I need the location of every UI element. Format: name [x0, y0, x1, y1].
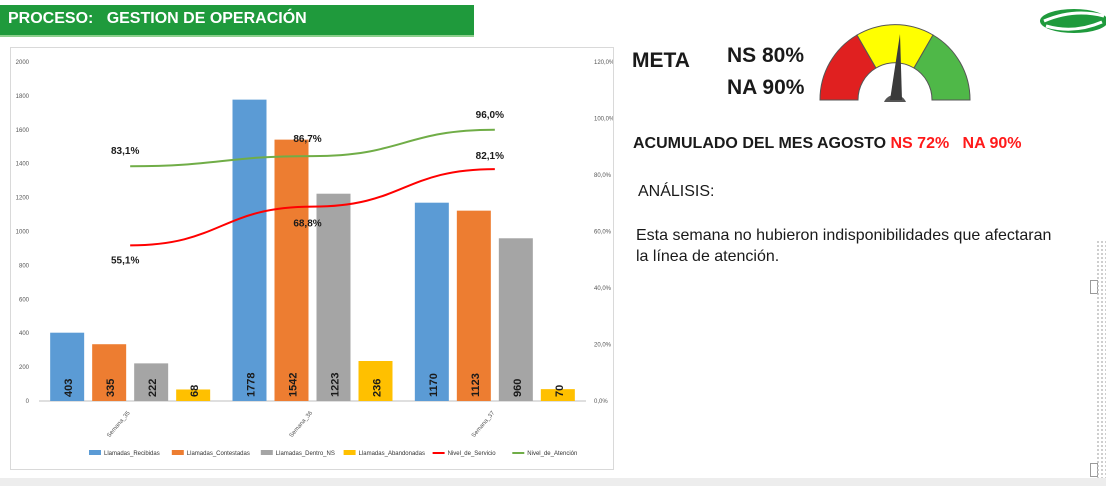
y-right-tick-label: 40,0% — [594, 286, 612, 292]
line-data-label: 55,1% — [111, 255, 139, 266]
y-left-tick-label: 1000 — [16, 230, 30, 236]
bar-llamadas_abandonadas — [358, 360, 393, 401]
bar-llamadas_contestadas — [274, 139, 309, 402]
bar-value-label: 1778 — [246, 373, 258, 397]
bar-llamadas_dentro_ns — [498, 238, 533, 401]
legend-swatch — [171, 450, 184, 455]
bar-llamadas_recibidas — [50, 332, 85, 401]
line-data-label: 82,1% — [476, 151, 504, 162]
acumulado-mes: ACUMULADO DEL MES AGOSTO NS 72% NA 90% — [633, 135, 1022, 153]
y-left-tick-label: 2000 — [16, 60, 30, 66]
legend-label: Nivel_de_Atención — [527, 451, 577, 457]
bar-value-label: 335 — [105, 379, 117, 397]
legend-label: Llamadas_Recibidas — [104, 451, 160, 457]
legend-label: Llamadas_Contestadas — [187, 451, 250, 457]
bar-llamadas_contestadas — [456, 210, 491, 401]
line-data-label: 68,8% — [293, 219, 321, 230]
y-left-tick-label: 0 — [26, 399, 30, 405]
company-logo — [1040, 9, 1106, 33]
x-category-label: Semana_37 — [471, 410, 497, 439]
x-category-label: Semana_35 — [106, 410, 132, 439]
bar-llamadas_dentro_ns — [316, 193, 351, 401]
bar-value-label: 403 — [63, 379, 75, 397]
process-header: PROCESO: GESTION DE OPERACIÓN — [0, 5, 474, 35]
legend-swatch — [89, 450, 101, 455]
y-left-tick-label: 1800 — [16, 94, 30, 100]
meta-na-value: NA 90% — [727, 76, 805, 99]
bar-value-label: 1223 — [330, 373, 342, 397]
y-right-tick-label: 80,0% — [594, 173, 612, 179]
analisis-title: ANÁLISIS: — [638, 183, 715, 200]
line-nivel_de_atención — [130, 128, 495, 168]
weekly-calls-chart: 0 200 400 600 800 1000 1200 1400 1600 1800 2000 0,0… — [10, 47, 614, 470]
process-title: PROCESO: GESTION DE OPERACIÓN — [8, 10, 307, 27]
header-divider — [0, 35, 474, 37]
x-category-label: Semana_36 — [289, 410, 315, 439]
acumulado-ns: NS 72% — [890, 135, 950, 152]
y-right-tick-label: 0,0% — [594, 399, 608, 405]
legend-label: Llamadas_Dentro_NS — [276, 451, 335, 457]
y-right-tick-label: 100,0% — [594, 117, 613, 123]
bar-llamadas_recibidas — [232, 99, 267, 401]
y-left-tick-label: 1600 — [16, 128, 30, 134]
legend-label: Nivel_de_Servicio — [448, 451, 497, 457]
bar-value-label: 68 — [189, 385, 201, 397]
y-left-tick-label: 200 — [19, 365, 30, 371]
y-right-tick-label: 60,0% — [594, 230, 612, 236]
line-data-label: 86,7% — [293, 134, 321, 145]
bottom-strip — [0, 478, 1106, 486]
analisis-text: Esta semana no hubieron indisponibilidad… — [636, 227, 1052, 265]
bar-value-label: 70 — [554, 385, 566, 397]
meta-ns-value: NS 80% — [727, 44, 805, 67]
bar-value-label: 960 — [512, 379, 524, 397]
legend-swatch — [343, 450, 356, 455]
bar-llamadas_dentro_ns — [134, 363, 169, 401]
y-right-tick-label: 20,0% — [594, 343, 612, 349]
y-left-tick-label: 1200 — [16, 196, 30, 202]
line-nivel_de_servicio — [130, 168, 495, 247]
bar-value-label: 236 — [372, 379, 384, 397]
acumulado-na: NA 90% — [962, 135, 1022, 152]
bar-value-label: 1542 — [288, 373, 300, 397]
speedometer-gauge-icon — [819, 24, 971, 102]
legend-swatch — [260, 450, 273, 455]
acumulado-label: ACUMULADO DEL MES AGOSTO — [633, 135, 887, 152]
y-left-tick-label: 600 — [19, 297, 30, 303]
bar-llamadas_contestadas — [92, 344, 127, 401]
bar-llamadas_abandonadas — [540, 389, 575, 401]
bar-llamadas_recibidas — [414, 202, 449, 401]
y-left-tick-label: 1400 — [16, 162, 30, 168]
bar-value-label: 222 — [147, 379, 159, 397]
meta-label: META — [632, 49, 690, 72]
y-left-tick-label: 800 — [19, 263, 30, 269]
line-data-label: 83,1% — [111, 146, 139, 157]
y-left-tick-label: 400 — [19, 331, 30, 337]
bar-llamadas_abandonadas — [176, 389, 211, 401]
chart-canvas: 0 200 400 600 800 1000 1200 1400 1600 1800 2000 0,0… — [16, 60, 613, 457]
side-pattern — [1096, 240, 1106, 486]
y-right-tick-label: 120,0% — [594, 60, 613, 66]
line-data-label: 96,0% — [476, 110, 504, 121]
bar-value-label: 1170 — [428, 373, 440, 397]
bar-value-label: 1123 — [470, 373, 482, 397]
legend-label: Llamadas_Abandonadas — [359, 451, 425, 457]
